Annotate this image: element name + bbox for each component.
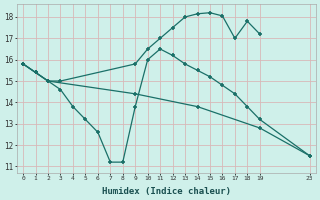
- X-axis label: Humidex (Indice chaleur): Humidex (Indice chaleur): [102, 187, 231, 196]
